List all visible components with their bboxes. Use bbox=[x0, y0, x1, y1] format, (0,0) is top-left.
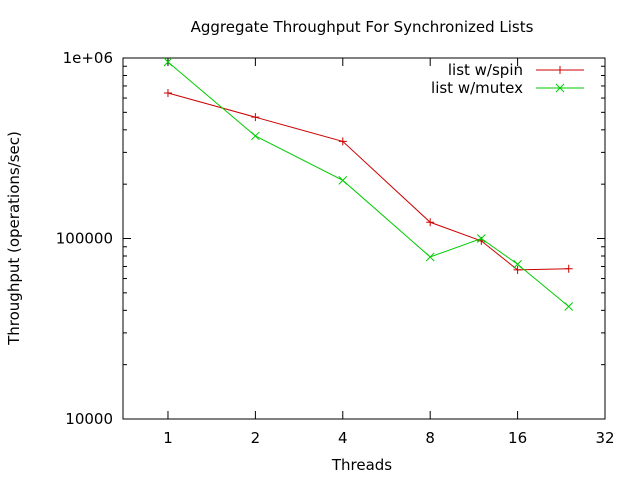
x-tick-label: 32 bbox=[595, 429, 614, 447]
x-axis-label: Threads bbox=[331, 456, 392, 474]
y-axis-ticks: 10000 100000 1e+06 bbox=[56, 49, 605, 428]
data-point bbox=[513, 265, 522, 274]
legend-label: list w/spin bbox=[448, 61, 523, 79]
y-axis-label: Throughput (operations/sec) bbox=[5, 131, 23, 346]
chart-title: Aggregate Throughput For Synchronized Li… bbox=[191, 18, 534, 36]
series-line bbox=[167, 92, 569, 271]
x-tick-label: 16 bbox=[508, 429, 527, 447]
legend-marker bbox=[556, 66, 564, 74]
data-point bbox=[251, 131, 260, 141]
data-point bbox=[338, 137, 347, 146]
series-line bbox=[167, 61, 570, 307]
series-0 bbox=[163, 88, 573, 274]
y-tick-label: 10000 bbox=[65, 410, 113, 428]
x-tick-label: 8 bbox=[425, 429, 435, 447]
series-1 bbox=[163, 57, 574, 311]
x-tick-label: 2 bbox=[251, 429, 261, 447]
data-point bbox=[251, 113, 260, 122]
data-point bbox=[425, 252, 435, 262]
x-tick-label: 4 bbox=[338, 429, 348, 447]
data-point bbox=[513, 259, 522, 269]
data-point bbox=[163, 57, 173, 67]
x-axis-ticks: 1 2 4 8 16 32 bbox=[163, 58, 615, 447]
y-tick-label: 1e+06 bbox=[63, 49, 113, 67]
data-point bbox=[564, 264, 573, 273]
data-point bbox=[476, 234, 486, 243]
series-layer bbox=[163, 57, 574, 311]
data-point bbox=[564, 302, 574, 311]
x-tick-label: 1 bbox=[163, 429, 173, 447]
y-tick-label: 100000 bbox=[56, 230, 113, 248]
legend-marker bbox=[555, 83, 565, 93]
plot-frame bbox=[122, 57, 606, 420]
data-point bbox=[338, 175, 348, 185]
legend-label: list w/mutex bbox=[431, 79, 523, 97]
data-point bbox=[426, 218, 435, 227]
data-point bbox=[163, 88, 172, 97]
